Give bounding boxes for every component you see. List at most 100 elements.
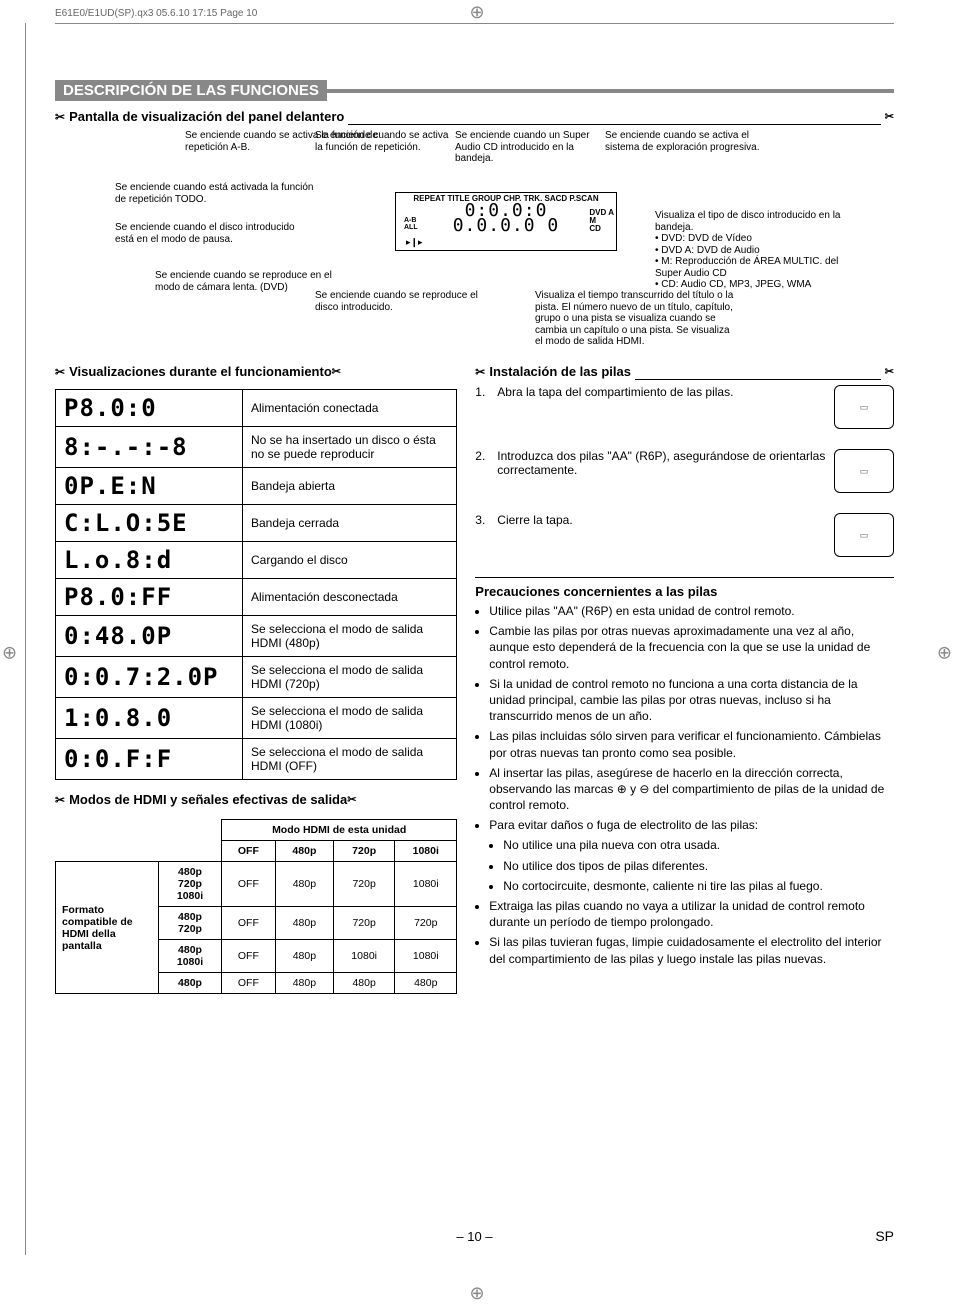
crop-mark-icon: ⊕ (2, 643, 17, 664)
hdmi-column-header: OFF (222, 841, 276, 862)
hdmi-value-cell: OFF (222, 907, 276, 940)
display-description: Se selecciona el modo de salida HDMI (10… (243, 698, 457, 739)
hdmi-value-cell: OFF (222, 973, 276, 994)
callout-text: Visualiza el tiempo transcurrido del tít… (535, 290, 735, 348)
hdmi-format-cell: 480p 720p (159, 907, 222, 940)
precaution-item: Para evitar daños o fuga de electrolito … (489, 817, 894, 894)
scissors-icon: ✂ (885, 365, 894, 378)
scissors-icon: ✂ (55, 365, 65, 379)
callout-text: Se enciende cuando el disco introducido … (115, 222, 315, 245)
hdmi-modes-table: Modo HDMI de esta unidad OFF480p720p1080… (55, 819, 457, 994)
hdmi-value-cell: 1080i (395, 940, 457, 973)
display-description: Se selecciona el modo de salida HDMI (OF… (243, 739, 457, 780)
table-row: 8:-.-:-8No se ha insertado un disco o és… (56, 427, 457, 468)
table-row: 0P.E:NBandeja abierta (56, 468, 457, 505)
section-bar: DESCRIPCIÓN DE LAS FUNCIONES (55, 80, 894, 101)
precaution-subitem: No utilice una pila nueva con otra usada… (503, 837, 894, 853)
hdmi-value-cell: 720p (395, 907, 457, 940)
hdmi-column-header: 720p (334, 841, 395, 862)
segment-display: 1:0.8.0 (56, 698, 243, 739)
display-description: Se selecciona el modo de salida HDMI (48… (243, 616, 457, 657)
table-row: 0:48.0PSe selecciona el modo de salida H… (56, 616, 457, 657)
subheader-label: Instalación de las pilas (489, 364, 631, 379)
segment-display: 8:-.-:-8 (56, 427, 243, 468)
battery-figure-icon: ▭ (834, 449, 894, 493)
hdmi-format-cell: 480p 1080i (159, 940, 222, 973)
hdmi-value-cell: 720p (334, 907, 395, 940)
two-column-layout: ✂ Visualizaciones durante el funcionamie… (55, 356, 894, 994)
page-number: – 10 – (456, 1229, 492, 1244)
precaution-subitem: No cortocircuite, desmonte, caliente ni … (503, 878, 894, 894)
segment-display: 0P.E:N (56, 468, 243, 505)
page: E61E0/E1UD(SP).qx3 05.6.10 17:15 Page 10… (0, 0, 954, 1306)
segment-display: 0:0.7:2.0P (56, 657, 243, 698)
crop-mark-icon: ⊕ (937, 643, 952, 664)
subheader-hdmi: ✂ Modos de HDMI y señales efectivas de s… (55, 792, 457, 807)
hdmi-mode-header: Modo HDMI de esta unidad (222, 820, 457, 841)
hdmi-value-cell: 480p (275, 973, 333, 994)
step-number: 3. (475, 513, 489, 527)
step-number: 2. (475, 449, 489, 463)
display-panel-box: REPEAT TITLE GROUP CHP. TRK. SACD P.SCAN… (395, 192, 617, 251)
table-row: C:L.O:5EBandeja cerrada (56, 505, 457, 542)
panel-digits: 0.0.0.0 0 (396, 219, 616, 233)
hdmi-value-cell: 480p (395, 973, 457, 994)
callout-text: Se enciende cuando se activa la función … (315, 130, 455, 153)
section-title: DESCRIPCIÓN DE LAS FUNCIONES (55, 80, 327, 101)
table-row: L.o.8:dCargando el disco (56, 542, 457, 579)
subheader-displays: ✂ Visualizaciones durante el funcionamie… (55, 364, 457, 379)
precaution-item: Utilice pilas "AA" (R6P) en esta unidad … (489, 603, 894, 619)
battery-step: 2.Introduzca dos pilas "AA" (R6P), asegu… (475, 449, 894, 493)
segment-display: P8.0:0 (56, 390, 243, 427)
hdmi-column-header: 480p (275, 841, 333, 862)
table-row: 0:0.F:FSe selecciona el modo de salida H… (56, 739, 457, 780)
table-row: P8.0:0Alimentación conectada (56, 390, 457, 427)
scissors-icon: ✂ (885, 110, 894, 123)
sp-label: SP (875, 1228, 894, 1244)
hdmi-value-cell: 1080i (334, 940, 395, 973)
table-row: Formato compatible de HDMI della pantall… (56, 862, 457, 907)
precautions-title: Precauciones concernientes a las pilas (475, 577, 894, 599)
hdmi-row-label: Formato compatible de HDMI della pantall… (56, 862, 159, 994)
display-description: Cargando el disco (243, 542, 457, 579)
hdmi-format-cell: 480p 720p 1080i (159, 862, 222, 907)
table-row: P8.0:FFAlimentación desconectada (56, 579, 457, 616)
callout-text: Se enciende cuando un Super Audio CD int… (455, 130, 595, 165)
battery-step: 1.Abra la tapa del compartimiento de las… (475, 385, 894, 429)
subheader-label: Pantalla de visualización del panel dela… (69, 109, 344, 124)
hdmi-value-cell: OFF (222, 940, 276, 973)
scissors-icon: ✂ (332, 365, 341, 378)
table-row: 1:0.8.0Se selecciona el modo de salida H… (56, 698, 457, 739)
hdmi-value-cell: 480p (275, 907, 333, 940)
segment-display: 0:48.0P (56, 616, 243, 657)
battery-precautions: Precauciones concernientes a las pilas U… (475, 577, 894, 967)
scissors-icon: ✂ (347, 793, 356, 806)
hdmi-value-cell: 480p (275, 862, 333, 907)
battery-figure-icon: ▭ (834, 385, 894, 429)
battery-figure-icon: ▭ (834, 513, 894, 557)
play-pause-icon: ▸❙▸ (406, 237, 423, 247)
display-description: Alimentación conectada (243, 390, 457, 427)
precaution-item: Al insertar las pilas, asegúrese de hace… (489, 765, 894, 814)
table-row: 0:0.7:2.0PSe selecciona el modo de salid… (56, 657, 457, 698)
display-description: Alimentación desconectada (243, 579, 457, 616)
crop-mark-icon: ⊕ (469, 1283, 484, 1304)
segment-display: 0:0.F:F (56, 739, 243, 780)
panel-disc-types: DVD A M CD (589, 209, 614, 233)
hdmi-value-cell: 1080i (395, 862, 457, 907)
precautions-list: Utilice pilas "AA" (R6P) en esta unidad … (475, 603, 894, 967)
content-frame: DESCRIPCIÓN DE LAS FUNCIONES ✂ Pantalla … (55, 23, 894, 1254)
crop-mark-icon: ⊕ (469, 2, 484, 23)
battery-step: 3.Cierre la tapa.▭ (475, 513, 894, 557)
callout-text: Visualiza el tipo de disco introducido e… (655, 210, 855, 291)
subheader-label: Modos de HDMI y señales efectivas de sal… (69, 792, 347, 807)
display-states-table: P8.0:0Alimentación conectada8:-.-:-8No s… (55, 389, 457, 780)
hdmi-format-cell: 480p (159, 973, 222, 994)
hdmi-value-cell: OFF (222, 862, 276, 907)
panel-ab-all: A-B ALL (404, 217, 418, 231)
callout-text: Se enciende cuando está activada la func… (115, 182, 315, 205)
hdmi-value-cell: 480p (275, 940, 333, 973)
precaution-item: Cambie las pilas por otras nuevas aproxi… (489, 623, 894, 672)
scissors-icon: ✂ (475, 365, 485, 379)
precaution-subitem: No utilice dos tipos de pilas diferentes… (503, 858, 894, 874)
